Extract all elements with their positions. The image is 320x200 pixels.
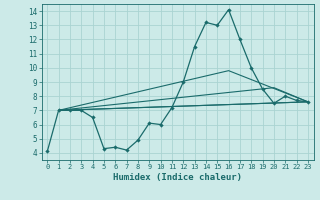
X-axis label: Humidex (Indice chaleur): Humidex (Indice chaleur) — [113, 173, 242, 182]
